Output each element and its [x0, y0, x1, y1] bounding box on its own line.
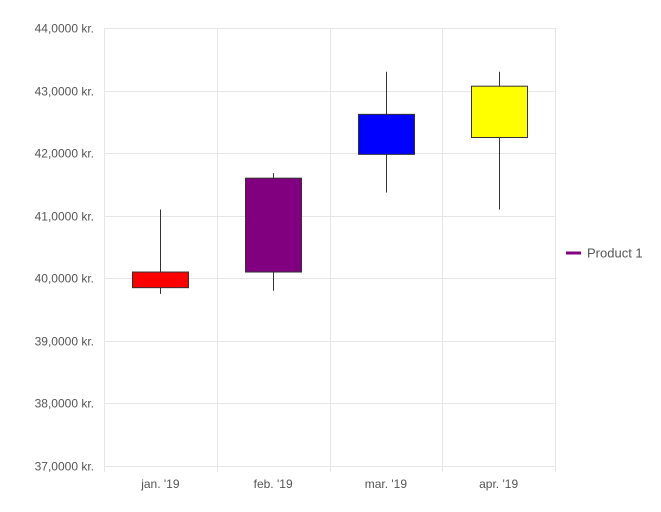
- x-tick-label: jan. '19: [140, 477, 180, 491]
- y-tick-label: 43,0000 kr.: [35, 85, 94, 99]
- y-tick-label: 40,0000 kr.: [35, 272, 94, 286]
- y-tick-label: 42,0000 kr.: [35, 147, 94, 161]
- candle[interactable]: [471, 71, 528, 210]
- x-tick-label: apr. '19: [479, 477, 518, 491]
- legend-label: Product 1: [587, 246, 643, 261]
- candle[interactable]: [358, 71, 415, 193]
- candle[interactable]: [245, 173, 302, 291]
- x-tick-label: mar. '19: [365, 477, 408, 491]
- y-tick-label: 37,0000 kr.: [35, 460, 94, 474]
- x-axis-ticks: jan. '19 feb. '19 mar. '19 apr. '19: [140, 477, 518, 491]
- candle-body[interactable]: [358, 113, 415, 155]
- y-axis-ticks: 44,0000 kr. 43,0000 kr. 42,0000 kr. 41,0000…: [35, 22, 94, 474]
- legend-item[interactable]: Product 1: [566, 246, 643, 261]
- y-tick-label: 38,0000 kr.: [35, 397, 94, 411]
- y-tick-label: 44,0000 kr.: [35, 22, 94, 36]
- candle-body[interactable]: [245, 177, 302, 273]
- legend[interactable]: Product 1: [566, 246, 643, 261]
- grid-lines: [104, 28, 556, 472]
- candle-body[interactable]: [471, 85, 528, 138]
- legend-swatch: [566, 251, 581, 255]
- x-tick-label: feb. '19: [254, 477, 293, 491]
- candles: [132, 71, 528, 294]
- y-tick-label: 39,0000 kr.: [35, 335, 94, 349]
- candle-body[interactable]: [132, 271, 189, 289]
- y-tick-label: 41,0000 kr.: [35, 210, 94, 224]
- candle[interactable]: [132, 209, 189, 294]
